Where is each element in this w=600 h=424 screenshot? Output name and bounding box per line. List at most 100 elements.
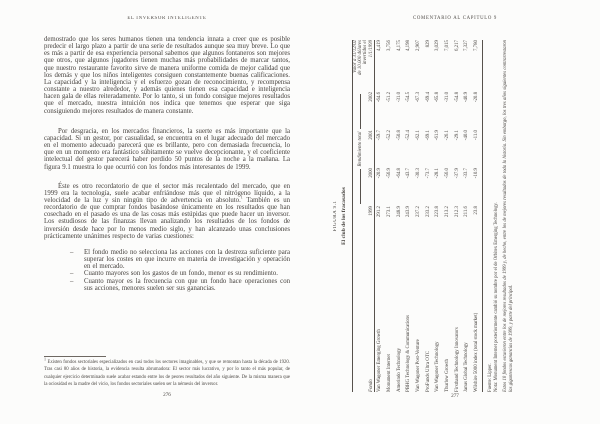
col-2001-header: 2001 [369, 130, 375, 140]
fund-name-cell: Monument Internet [386, 354, 392, 392]
value-cell: -52.4 [406, 130, 412, 141]
value-cell: -50.8 [396, 130, 402, 141]
list-item-text: Cuanto mayor es la frecuencia con que un… [84, 277, 290, 292]
value-cell: -69.1 [425, 130, 431, 141]
running-header-right: COMENTARIO AL CAPÍTULO 9 [412, 16, 498, 21]
value-cell: 7,780 [474, 39, 480, 51]
right-page: COMENTARIO AL CAPÍTULO 9 FIGURA 9.1 El c… [300, 0, 600, 424]
value-cell: -69.4 [425, 91, 431, 103]
value-cell: -26.1 [445, 130, 451, 141]
value-cell: 237.2 [415, 206, 421, 218]
value-cell: -28.1 [435, 168, 441, 179]
footnote-number: 1 [44, 356, 46, 362]
value-cell: 212.3 [454, 206, 460, 218]
fund-name-cell: Thurlow Growth [445, 358, 451, 392]
table-row: Thurlow Growth 213.2 -56.0 -26.1 -31.0 7,015 [443, 40, 453, 392]
value-cell: -61.9 [435, 130, 441, 141]
figure-note: Nota: Monument Internet posteriormente c… [493, 202, 499, 392]
col-2000-header: 2000 [369, 168, 375, 178]
table-row: ProFunds Ultra OTC 233.2 -73.7 -69.1 -69.4 82… [424, 40, 434, 392]
value-cell: -56.0 [445, 168, 451, 179]
value-cell: 248.9 [396, 206, 402, 218]
value-cell: -56.9 [386, 168, 392, 179]
col-2002-header: 2002 [369, 91, 375, 102]
list-item: – Cuanto mayor es la frecuencia con que … [70, 278, 290, 292]
page-number-right: 277 [451, 393, 459, 399]
left-page: EL INVERSOR INTELIGENTE demostrado que l… [44, 16, 290, 398]
value-cell: -64.8 [396, 168, 402, 179]
funds-table-body: Van Wagoner Emerging Growth 291.2 -20.9 -59… [374, 39, 483, 392]
table-row: Amerindo Technology 248.9 -64.8 -50.8 -31.0 4… [395, 40, 405, 392]
table-row: Van Wagoner Technology 223.8 -28.1 -61.9 -65… [433, 40, 443, 392]
value-cell: -33.7 [464, 168, 470, 179]
fund-name-cell: Van Wagoner Post-Venture [415, 339, 421, 392]
value-cell: -40.0 [464, 130, 470, 141]
figure-comment: Estos 10 fondos estuvieron entre los de … [503, 40, 515, 392]
table-header: Fondo 1999 Rendimiento total Valor [352, 40, 375, 392]
table-row: Janus Global Technology 211.6 -33.7 -40.0 -4… [462, 40, 472, 392]
value-cell: -52.2 [386, 130, 392, 141]
table-row: Monument Internet 273.1 -56.9 -52.2 -51.2 3,7… [385, 40, 395, 392]
figure-title: El club de los fracasados [340, 187, 347, 245]
footnote: 1 Existen fondos sectoriales especializa… [44, 356, 290, 387]
figure-label: FIGURA 9.1 [333, 200, 338, 232]
value-cell: 3,756 [386, 39, 392, 51]
fund-name-cell: PBHG Technology & Communications [406, 315, 412, 392]
returns-group-header: Rendimiento total [352, 92, 365, 206]
value-cell: 7,327 [464, 39, 470, 51]
value-cell: 3,029 [435, 39, 441, 51]
paragraph-2: Por desgracia, en los mercados financier… [44, 127, 290, 171]
value-cell: -20.8 [474, 91, 480, 103]
running-header-left: EL INVERSOR INTELIGENTE [127, 16, 207, 21]
value-cell: -31.0 [445, 91, 451, 103]
value-cell: -20.9 [374, 168, 385, 206]
col-fondo-header: Fondo [369, 379, 375, 392]
dash-bullet: – [70, 248, 74, 256]
paragraph-3: Éste es otro recordatorio de que el sect… [44, 182, 290, 240]
value-cell: 233.2 [425, 206, 431, 218]
fund-name-cell: Janus Global Technology [464, 342, 470, 392]
value-cell: -54.8 [454, 91, 460, 103]
page-number-left: 276 [163, 392, 171, 398]
value-cell: -43.7 [406, 168, 412, 179]
dash-bullet: – [70, 270, 74, 278]
footnote-rule [44, 356, 106, 357]
fund-name-cell: ProFunds Ultra OTC [425, 350, 431, 392]
table-row: Firsthand Technology Innovators 212.3 -37.… [453, 40, 463, 392]
valor-header: Valor a 31/12/02 de 10.000 dólares inver… [352, 39, 374, 75]
value-cell: -54.5 [406, 91, 412, 103]
value-cell: 243.9 [406, 206, 412, 218]
value-cell: -64.6 [374, 91, 385, 130]
value-cell: 2,907 [415, 39, 421, 51]
list-item: – Cuanto mayores son los gastos de un fo… [70, 270, 290, 277]
table-row: Van Wagoner Post-Venture 237.2 -30.3 -62.1 -… [414, 40, 424, 392]
table-row: PBHG Technology & Communications 243.9 -43… [404, 40, 414, 392]
value-cell: 213.2 [445, 206, 451, 218]
rotated-figure: FIGURA 9.1 El club de los fracasados Fon… [333, 39, 565, 392]
fund-name-cell: Amerindo Technology [396, 348, 402, 392]
value-cell: -30.3 [415, 168, 421, 179]
value-cell: -29.1 [454, 130, 460, 141]
value-cell: -37.9 [454, 168, 460, 179]
figure-caption: FIGURA 9.1 El club de los fracasados [333, 40, 347, 392]
value-cell: -10.9 [474, 168, 480, 179]
paragraph-1: demostrado que los seres humanos tienen … [44, 36, 290, 115]
returns-group-label: Rendimiento total [358, 131, 364, 167]
value-cell: 273.1 [386, 206, 392, 218]
value-cell: -40.9 [464, 91, 470, 103]
list-item-text: El fondo medio no selecciona las accione… [84, 248, 290, 271]
fund-name-cell: Firsthand Technology Innovators [454, 327, 460, 392]
col-1999-header: 1999 [369, 206, 375, 216]
funds-table: Fondo 1999 Rendimiento total Valor [351, 39, 483, 392]
value-cell: -65.8 [435, 91, 441, 103]
value-cell: -67.3 [415, 91, 421, 103]
fund-name-cell: Wilshire 5000 index (total stock market) [474, 312, 480, 392]
value-cell: 23.8 [474, 206, 480, 215]
fund-name-cell: Van Wagoner Technology [435, 341, 441, 392]
group-rule-right [360, 93, 362, 129]
figure-content: FIGURA 9.1 El club de los fracasados Fon… [333, 39, 565, 392]
value-cell: 4,175 [396, 39, 402, 51]
value-cell: 7,015 [445, 39, 451, 51]
value-cell: 6,217 [454, 39, 460, 51]
